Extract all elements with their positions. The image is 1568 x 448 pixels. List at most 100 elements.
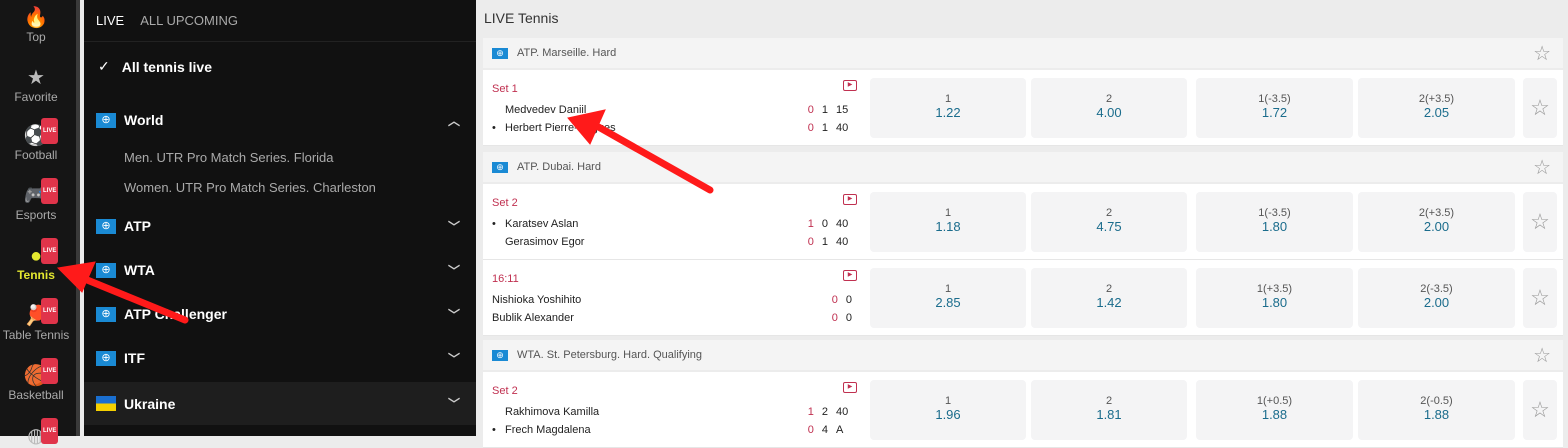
- odds-button[interactable]: 1(-3.5) 1.72: [1196, 78, 1353, 138]
- serve-indicator: •: [492, 424, 496, 436]
- odds-value: 2.00: [1423, 295, 1450, 310]
- live-badge: LIVE: [41, 178, 59, 204]
- odds-value: 1.88: [1261, 407, 1288, 422]
- odds-button[interactable]: 2 4.75: [1031, 192, 1187, 252]
- sport-item-football[interactable]: ⚽ LIVE Football: [0, 118, 72, 162]
- odds-button[interactable]: 2(+3.5) 2.05: [1358, 78, 1515, 138]
- odds-value: 1.96: [935, 407, 961, 422]
- player-score: 1 2 40: [808, 406, 852, 418]
- chevron-up-icon[interactable]: ︿: [447, 113, 460, 128]
- odds-value: 4.75: [1096, 219, 1122, 234]
- menu-group-label: WTA: [124, 262, 155, 278]
- favorite-league-star-icon[interactable]: ☆: [1533, 156, 1551, 179]
- live-stream-icon[interactable]: ▶: [843, 382, 857, 393]
- chevron-down-icon[interactable]: ﹀: [447, 351, 460, 366]
- score-value: 0: [821, 218, 828, 230]
- score-value: 0: [807, 104, 814, 116]
- all-tennis-live-item[interactable]: ✓ All tennis live: [84, 58, 476, 75]
- menu-group-ukraine[interactable]: Ukraine ﹀: [84, 382, 476, 425]
- odds-label: 2: [1105, 93, 1113, 105]
- odds-label: 2: [1105, 207, 1113, 219]
- globe-icon: ⊕: [96, 350, 116, 366]
- odds-label: 2(-3.5): [1420, 283, 1453, 295]
- match-row[interactable]: Set 1 ▶ Medvedev Daniil 0 1 15 • Herbert Pierre…: [483, 70, 1563, 146]
- odds-button[interactable]: 1 1.22: [870, 78, 1026, 138]
- menu-group-itf[interactable]: ⊕ ITF ﹀: [84, 348, 476, 368]
- menu-group-atp-challenger[interactable]: ⊕ ATP Challenger ﹀: [84, 304, 476, 324]
- favorite-league-star-icon[interactable]: ☆: [1533, 344, 1551, 367]
- sport-label: Esports: [15, 208, 57, 222]
- chevron-down-icon[interactable]: ﹀: [447, 263, 460, 278]
- favorite-match-star-icon[interactable]: ☆: [1523, 78, 1557, 138]
- sport-label: Table Tennis: [2, 328, 70, 342]
- favorite-match-star-icon[interactable]: ☆: [1523, 192, 1557, 252]
- odds-label: 1(-3.5): [1258, 93, 1291, 105]
- live-stream-icon[interactable]: ▶: [843, 270, 857, 281]
- odds-value: 2.05: [1423, 105, 1450, 120]
- favorite-match-star-icon[interactable]: ☆: [1523, 268, 1557, 328]
- player-row: Rakhimova Kamilla 1 2 40: [492, 406, 852, 418]
- rail-scrollbar[interactable]: [76, 0, 80, 436]
- sports-rail: 🔥 Top ★ Favorite ⚽ LIVE Football 🎮 LIVE Esports ● L…: [0, 0, 78, 447]
- odds-button[interactable]: 2(-3.5) 2.00: [1358, 268, 1515, 328]
- match-row[interactable]: 16:11 ▶ Nishioka Yoshihito 0 0 Bublik Alexand…: [483, 260, 1563, 336]
- odds-button[interactable]: 2(+3.5) 2.00: [1358, 192, 1515, 252]
- tournament-menu: LIVE ALL UPCOMING ✓ All tennis live ⊕ Wor…: [84, 0, 476, 436]
- odds-button[interactable]: 1 1.96: [870, 380, 1026, 440]
- sport-item-tennis[interactable]: ● LIVE Tennis: [0, 238, 72, 282]
- score-value: 0: [807, 236, 814, 248]
- page-title: LIVE Tennis: [484, 10, 559, 26]
- menu-group-world[interactable]: ⊕ World ︿: [84, 110, 476, 130]
- odds-button[interactable]: 2 1.42: [1031, 268, 1187, 328]
- odds-button[interactable]: 1(+3.5) 1.80: [1196, 268, 1353, 328]
- live-stream-icon[interactable]: ▶: [843, 80, 857, 91]
- menu-group-wta[interactable]: ⊕ WTA ﹀: [84, 260, 476, 280]
- odds-value: 1.81: [1096, 407, 1122, 422]
- chevron-down-icon[interactable]: ﹀: [447, 307, 460, 322]
- sport-item-top[interactable]: 🔥 Top: [0, 6, 72, 44]
- match-row[interactable]: Set 2 ▶ • Karatsev Aslan 1 0 40 Gerasimov Egor 0…: [483, 184, 1563, 260]
- odds-button[interactable]: 2 1.81: [1031, 380, 1187, 440]
- menu-group-label: ATP Challenger: [124, 306, 227, 322]
- chevron-down-icon[interactable]: ﹀: [447, 219, 460, 234]
- league-header[interactable]: ⊕ ATP. Dubai. Hard ☆: [483, 152, 1563, 182]
- odds-button[interactable]: 2(-0.5) 1.88: [1358, 380, 1515, 440]
- odds-button[interactable]: 1 2.85: [870, 268, 1026, 328]
- player-name: Gerasimov Egor: [505, 236, 585, 248]
- match-status: Set 2: [492, 197, 518, 209]
- odds-label: 1: [944, 207, 952, 219]
- tab-all-upcoming[interactable]: ALL UPCOMING: [140, 13, 238, 28]
- menu-group-atp[interactable]: ⊕ ATP ﹀: [84, 216, 476, 236]
- score-value: 40: [836, 218, 849, 230]
- menu-sub-item[interactable]: Women. UTR Pro Match Series. Charleston: [124, 180, 376, 195]
- league-header[interactable]: ⊕ ATP. Marseille. Hard ☆: [483, 38, 1563, 68]
- chevron-down-icon[interactable]: ﹀: [447, 397, 460, 411]
- tennis-ball-icon: ● LIVE: [23, 238, 59, 268]
- menu-sub-item[interactable]: Men. UTR Pro Match Series. Florida: [124, 150, 334, 165]
- match-status: 16:11: [492, 273, 519, 285]
- sport-item-more[interactable]: ◍ LIVE: [0, 418, 72, 448]
- league-header[interactable]: ⊕ WTA. St. Petersburg. Hard. Qualifying ☆: [483, 340, 1563, 370]
- odds-button[interactable]: 2 4.00: [1031, 78, 1187, 138]
- odds-button[interactable]: 1 1.18: [870, 192, 1026, 252]
- odds-button[interactable]: 1(-3.5) 1.80: [1196, 192, 1353, 252]
- odds-label: 2(+3.5): [1418, 93, 1455, 105]
- menu-tabs: LIVE ALL UPCOMING: [84, 0, 476, 42]
- sport-item-basketball[interactable]: 🏀 LIVE Basketball: [0, 358, 72, 402]
- favorite-league-star-icon[interactable]: ☆: [1533, 42, 1551, 65]
- live-badge: LIVE: [41, 238, 59, 264]
- match-row[interactable]: Set 2 ▶ Rakhimova Kamilla 1 2 40 • Frech Magdal…: [483, 372, 1563, 448]
- favorite-match-star-icon[interactable]: ☆: [1523, 380, 1557, 440]
- sport-item-esports[interactable]: 🎮 LIVE Esports: [0, 178, 72, 222]
- main-content: LIVE Tennis ⊕ ATP. Marseille. Hard ☆ Set 1 ▶…: [476, 0, 1568, 448]
- live-badge: LIVE: [41, 298, 59, 324]
- sport-item-table-tennis[interactable]: 🏓 LIVE Table Tennis: [0, 298, 72, 342]
- sport-item-favorite[interactable]: ★ Favorite: [0, 66, 72, 104]
- live-stream-icon[interactable]: ▶: [843, 194, 857, 205]
- tab-live[interactable]: LIVE: [96, 13, 125, 28]
- odds-button[interactable]: 1(+0.5) 1.88: [1196, 380, 1353, 440]
- player-row: Gerasimov Egor 0 1 40: [492, 236, 852, 248]
- player-row: Medvedev Daniil 0 1 15: [492, 104, 852, 116]
- score-value: 1: [821, 122, 828, 134]
